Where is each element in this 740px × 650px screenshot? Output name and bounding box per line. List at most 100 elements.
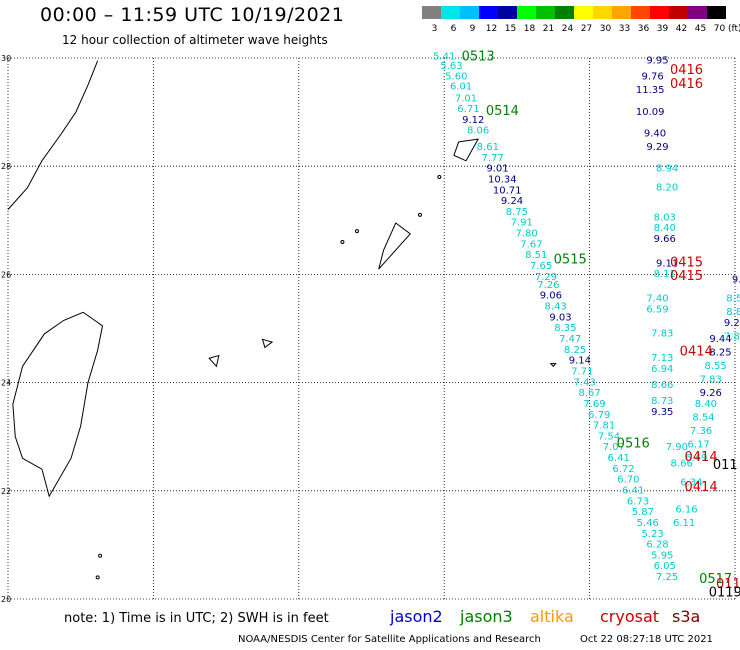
- wave-height-value: 7.88: [724, 331, 740, 342]
- wave-height-value: 7.83: [700, 375, 722, 386]
- colorbar-tick: 42: [676, 24, 687, 34]
- wave-height-value: 8.52: [726, 293, 740, 304]
- wave-height-value: 8.20: [656, 183, 678, 194]
- credit-line: NOAA/NESDIS Center for Satellite Applica…: [238, 634, 541, 645]
- wave-height-value: 9.29: [724, 318, 740, 329]
- colorbar-tick: 6: [451, 24, 457, 34]
- wave-height-value: 8.54: [692, 412, 714, 423]
- wave-height-value: 8.35: [554, 323, 576, 334]
- wave-height-value: 9.4: [732, 275, 740, 286]
- wave-height-value: 7.90: [666, 442, 688, 453]
- colorbar-tick: 30: [600, 24, 612, 34]
- latitude-label: 28: [1, 162, 11, 171]
- wave-height-value: 10.09: [636, 107, 665, 118]
- colorbar-swatch: [536, 6, 555, 19]
- wave-height-value: 8.51: [525, 250, 547, 261]
- pass-time-label: 0414: [685, 450, 718, 465]
- wave-height-value: 6.73: [627, 496, 649, 507]
- wave-height-value: 9.12: [462, 115, 484, 126]
- colorbar-tick: 45: [695, 24, 706, 34]
- wave-height-value: 5.60: [445, 72, 467, 83]
- coastlines: [7, 60, 557, 580]
- colorbar-tick: 70: [714, 24, 726, 34]
- colorbar-tick: 36: [638, 24, 650, 34]
- okinawa-island: [378, 222, 412, 270]
- wave-height-value: 10.34: [488, 174, 517, 185]
- pass-time-label: 0414: [685, 480, 718, 495]
- colorbar-swatch: [574, 6, 593, 19]
- colorbar-swatch: [612, 6, 631, 19]
- wave-height-value: 8.06: [467, 126, 489, 137]
- page-title: 00:00 – 11:59 UTC 10/19/2021: [40, 4, 345, 26]
- wave-height-value: 6.01: [450, 81, 472, 92]
- pass-time-label: 0113: [716, 577, 740, 592]
- wave-height-value: 5.41: [433, 52, 455, 63]
- pass-time-label: 0416: [670, 63, 703, 78]
- wave-height-value: 9.76: [641, 72, 663, 83]
- wave-height-value: 6.41: [622, 486, 644, 497]
- colorbar-tick: 33: [619, 24, 630, 34]
- pass-time-label: 0414: [680, 345, 713, 360]
- wave-height-value: 8.73: [651, 396, 673, 407]
- wave-height-value: 8.25: [709, 348, 731, 359]
- colorbar-swatch: [669, 6, 688, 19]
- wave-height-value: 8.40: [695, 399, 717, 410]
- wave-height-value: 8.03: [654, 212, 676, 223]
- wave-height-value: 7.26: [537, 280, 559, 291]
- wave-height-value: 9.24: [501, 196, 523, 207]
- wave-height-value: 7.81: [593, 421, 615, 432]
- wave-height-value: 7.54: [598, 431, 620, 442]
- colorbar-swatch: [498, 6, 517, 19]
- wave-height-value: 6.49: [685, 453, 707, 464]
- pass-time-label: 0415: [670, 269, 703, 284]
- wave-height-value: 7.80: [515, 229, 537, 240]
- islet: [417, 212, 422, 217]
- miyako-island: [261, 338, 274, 349]
- wave-height-value: 8.75: [506, 207, 528, 218]
- colorbar-swatch: [441, 6, 460, 19]
- wave-height-value: 9.44: [709, 334, 731, 345]
- legend-cryosat: cryosat: [600, 607, 660, 626]
- latitude-label: 22: [1, 487, 11, 496]
- colorbar-tick: 24: [562, 24, 574, 34]
- colorbar-tick: 21: [543, 24, 554, 34]
- colorbar-unit: (ft): [728, 24, 740, 34]
- wave-height-value: 7.71: [571, 366, 593, 377]
- wave-height-value: 6.34: [680, 477, 702, 488]
- wave-height-value: 6.28: [646, 540, 668, 551]
- wave-height-value: 9.11: [656, 258, 678, 269]
- wave-height-value: 7.67: [520, 239, 542, 250]
- wave-height-value: 7.36: [690, 426, 712, 437]
- wave-heights: 5.415.635.606.017.016.719.128.06 8.617.77…: [433, 52, 740, 583]
- daito-island: [549, 363, 557, 368]
- wave-height-value: 8.66: [651, 380, 673, 391]
- footer-note: note: 1) Time is in UTC; 2) SWH is in fe…: [64, 611, 329, 626]
- wave-height-value: 8.61: [477, 142, 499, 153]
- wave-height-value: 7.01: [455, 93, 477, 104]
- wave-height-value: 11.35: [636, 85, 665, 96]
- colorbar-swatch: [707, 6, 726, 19]
- colorbar-swatch: [479, 6, 498, 19]
- colorbar-tick: 15: [505, 24, 516, 34]
- wave-height-value: 6.72: [612, 464, 634, 475]
- wave-height-value: 8.67: [578, 388, 600, 399]
- china-coast: [7, 60, 99, 210]
- pass-time-label: 0119: [709, 585, 740, 600]
- pass-time-label: 0415: [670, 255, 703, 270]
- wave-height-value: 9.14: [569, 356, 591, 367]
- wave-height-value: 8.11: [654, 269, 676, 280]
- wave-height-value: 7.07: [603, 442, 625, 453]
- wave-height-value: 6.16: [675, 504, 697, 515]
- altimeter-map[interactable]: 1201231261291321353028262422205.415.635.…: [0, 0, 740, 605]
- wave-height-value: 8.94: [656, 164, 678, 175]
- colorbar-swatch: [460, 6, 479, 19]
- wave-height-value: 7.69: [583, 399, 605, 410]
- pass-time-label: 011: [713, 458, 738, 473]
- latitude-label: 20: [1, 595, 11, 604]
- wave-height-value: 6.11: [673, 518, 695, 529]
- latitude-label: 30: [1, 54, 11, 63]
- wave-height-value: 9.95: [646, 55, 668, 66]
- wave-height-value: 7.25: [656, 572, 678, 583]
